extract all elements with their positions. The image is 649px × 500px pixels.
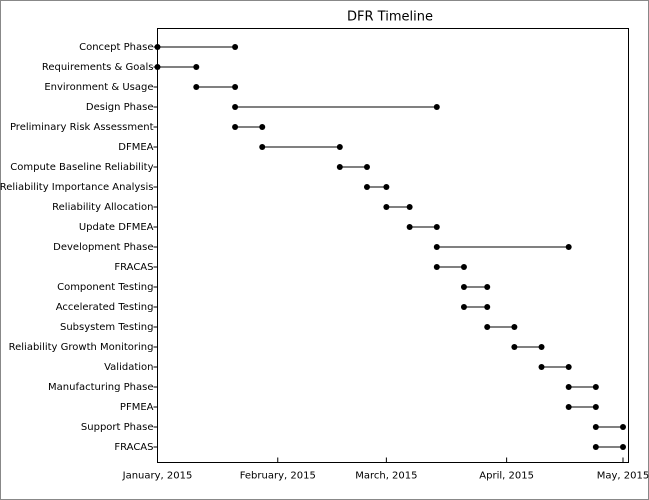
y-tick-label: DFMEA bbox=[118, 142, 153, 153]
start-dot bbox=[592, 424, 599, 430]
start-dot bbox=[154, 64, 161, 70]
y-tick-label: Reliability Allocation bbox=[52, 202, 153, 213]
start-dot bbox=[154, 44, 161, 50]
y-tick-label: Design Phase bbox=[86, 102, 154, 113]
y-tick-label: Requirements & Goals bbox=[42, 62, 154, 73]
y-tick-label: Environment & Usage bbox=[44, 82, 153, 93]
start-dot bbox=[259, 144, 266, 150]
end-dot bbox=[592, 384, 599, 390]
end-dot bbox=[232, 44, 239, 50]
start-dot bbox=[193, 84, 200, 90]
end-dot bbox=[620, 444, 626, 450]
y-tick-label: PFMEA bbox=[120, 402, 154, 413]
end-dot bbox=[363, 164, 370, 170]
end-dot bbox=[592, 404, 599, 410]
y-tick-label: Validation bbox=[104, 362, 153, 373]
y-tick-label: Preliminary Risk Assessment bbox=[10, 122, 154, 133]
start-dot bbox=[383, 204, 390, 210]
y-tick-label: Manufacturing Phase bbox=[48, 382, 153, 393]
start-dot bbox=[433, 244, 440, 250]
end-dot bbox=[565, 244, 572, 250]
end-dot bbox=[406, 204, 413, 210]
start-dot bbox=[538, 364, 545, 370]
y-tick-label: FRACAS bbox=[114, 442, 153, 453]
end-dot bbox=[259, 124, 266, 130]
start-dot bbox=[484, 324, 491, 330]
start-dot bbox=[232, 104, 239, 110]
y-tick-label: Support Phase bbox=[81, 422, 154, 433]
x-tick-label: April, 2015 bbox=[479, 471, 534, 482]
start-dot bbox=[460, 284, 467, 290]
y-tick-label: Update DFMEA bbox=[79, 222, 154, 233]
end-dot bbox=[511, 324, 518, 330]
end-dot bbox=[620, 424, 626, 430]
end-dot bbox=[565, 364, 572, 370]
start-dot bbox=[511, 344, 518, 350]
start-dot bbox=[460, 304, 467, 310]
end-dot bbox=[193, 64, 200, 70]
end-dot bbox=[538, 344, 545, 350]
start-dot bbox=[232, 124, 239, 130]
y-tick-label: Concept Phase bbox=[79, 42, 153, 53]
y-tick-label: Reliability Growth Monitoring bbox=[9, 342, 154, 353]
start-dot bbox=[363, 184, 370, 190]
start-dot bbox=[336, 164, 343, 170]
chart-title: DFR Timeline bbox=[347, 10, 433, 25]
x-tick-label: May, 2015 bbox=[597, 471, 649, 482]
y-tick-label: Compute Baseline Reliability bbox=[10, 162, 153, 173]
start-dot bbox=[592, 444, 599, 450]
start-dot bbox=[565, 384, 572, 390]
x-tick-label: January, 2015 bbox=[122, 471, 193, 482]
x-tick-label: February, 2015 bbox=[240, 471, 316, 482]
end-dot bbox=[433, 224, 440, 230]
end-dot bbox=[383, 184, 390, 190]
y-tick-label: Reliability Importance Analysis bbox=[0, 182, 154, 193]
end-dot bbox=[336, 144, 343, 150]
end-dot bbox=[460, 264, 467, 270]
plot-frame bbox=[157, 28, 629, 463]
end-dot bbox=[433, 104, 440, 110]
y-tick-label: Accelerated Testing bbox=[56, 302, 154, 313]
end-dot bbox=[484, 284, 491, 290]
start-dot bbox=[406, 224, 413, 230]
y-tick-label: Development Phase bbox=[53, 242, 153, 253]
end-dot bbox=[232, 84, 239, 90]
y-tick-label: Subsystem Testing bbox=[60, 322, 154, 333]
y-tick-label: Component Testing bbox=[57, 282, 153, 293]
start-dot bbox=[565, 404, 572, 410]
end-dot bbox=[484, 304, 491, 310]
x-tick-label: March, 2015 bbox=[355, 471, 417, 482]
start-dot bbox=[433, 264, 440, 270]
y-tick-label: FRACAS bbox=[114, 262, 153, 273]
